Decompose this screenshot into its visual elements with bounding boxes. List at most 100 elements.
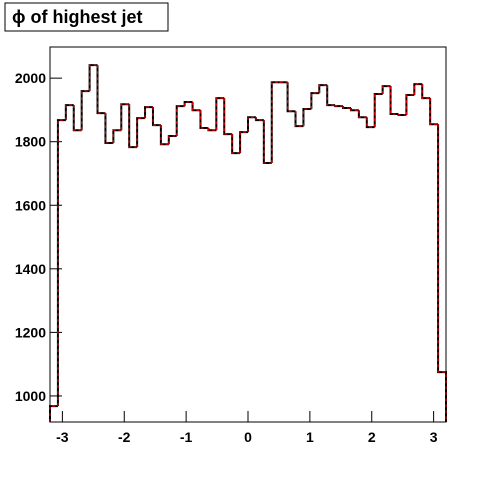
- bin-dash: [350, 108, 359, 111]
- bin-dash: [318, 84, 328, 94]
- histogram-bin: [159, 125, 169, 146]
- histogram-bin: [223, 98, 233, 136]
- x-tick-label: 0: [244, 429, 252, 445]
- histogram-bin: [286, 82, 296, 113]
- bin-dash: [381, 85, 391, 95]
- bin-dash: [294, 111, 304, 127]
- x-tick-label: 3: [430, 429, 438, 445]
- histogram-bin: [429, 98, 439, 126]
- bin-dash: [65, 104, 74, 121]
- bin-line: [365, 117, 375, 129]
- histogram-bin: [136, 117, 146, 148]
- histogram-bin: [310, 92, 320, 109]
- histogram-bin: [199, 110, 209, 130]
- bin-line: [302, 107, 312, 127]
- bin-dash: [207, 128, 217, 131]
- chart-title: ϕ of highest jet: [12, 7, 143, 27]
- histogram-bin: [254, 117, 264, 122]
- bin-dash: [120, 103, 130, 131]
- bin-dash: [397, 114, 407, 116]
- y-tick-label: 1000: [15, 388, 46, 404]
- histogram-bin: [239, 131, 248, 154]
- histogram-bin: [262, 120, 272, 164]
- bin-dash: [342, 106, 351, 109]
- histogram-bin: [247, 116, 256, 133]
- y-tick-label: 2000: [15, 70, 46, 86]
- bin-line: [286, 82, 296, 113]
- bin-dash: [215, 97, 225, 131]
- histogram-bin: [104, 113, 114, 144]
- histogram-bin: [294, 111, 304, 128]
- histogram-bin: [231, 134, 241, 155]
- histogram-bin: [389, 86, 399, 116]
- y-tick-label: 1400: [15, 261, 46, 277]
- histogram-bin: [144, 106, 153, 119]
- histogram-bin: [151, 107, 161, 127]
- bin-dash: [429, 98, 439, 125]
- bin-dash: [81, 90, 90, 131]
- bin-dash: [191, 101, 201, 111]
- x-tick-label: 1: [306, 429, 314, 445]
- histogram-bin: [49, 405, 58, 422]
- bin-line: [437, 124, 447, 422]
- bin-line: [389, 86, 399, 116]
- bin-line: [136, 117, 146, 148]
- bin-dash: [88, 64, 98, 92]
- histogram-bin: [207, 128, 217, 132]
- bin-line: [56, 119, 66, 407]
- histogram-bin: [183, 100, 193, 107]
- histogram-bin: [64, 104, 74, 121]
- histogram-bin: [96, 65, 106, 115]
- bin-dash: [326, 85, 336, 106]
- y-tick-label: 1600: [15, 197, 46, 213]
- bin-dash: [374, 93, 383, 128]
- histogram-bin: [302, 107, 312, 127]
- bin-dash: [263, 120, 272, 164]
- bin-line: [96, 65, 106, 115]
- histogram-bin: [373, 93, 383, 128]
- histogram-bin: [326, 85, 336, 107]
- histogram-bin: [413, 83, 423, 95]
- histogram-bin: [175, 105, 185, 136]
- histogram-bin: [270, 81, 280, 163]
- histogram-bin: [334, 105, 344, 108]
- bin-line: [175, 105, 185, 136]
- bin-dash: [239, 131, 248, 154]
- bin-dash: [112, 129, 122, 143]
- x-tick-label: -3: [56, 429, 69, 445]
- bin-dash: [247, 116, 256, 133]
- title-box: [4, 2, 169, 32]
- bin-dash: [334, 105, 344, 107]
- x-tick-label: -2: [118, 429, 131, 445]
- bin-dash: [183, 101, 193, 107]
- histogram-bin: [318, 84, 328, 94]
- bin-dash: [255, 117, 264, 121]
- histogram-bin: [381, 85, 391, 95]
- bin-line: [144, 106, 153, 119]
- bin-dash: [231, 134, 241, 154]
- bin-dash: [152, 107, 161, 126]
- histogram-bin: [357, 110, 367, 119]
- bin-dash: [160, 125, 169, 145]
- bin-line: [310, 92, 320, 109]
- bin-line: [49, 405, 58, 422]
- histogram-bin: [88, 64, 98, 92]
- histogram-bin: [112, 129, 122, 143]
- bin-line: [413, 83, 423, 95]
- y-tick-label: 1800: [15, 134, 46, 150]
- bin-dash: [128, 104, 138, 148]
- histogram-bin: [349, 108, 359, 112]
- bin-line: [223, 98, 233, 136]
- histogram-bin: [191, 101, 201, 112]
- histogram-bin: [342, 106, 351, 110]
- histogram-bin: [128, 104, 138, 149]
- histogram-bin: [421, 84, 431, 100]
- bin-dash: [421, 84, 431, 99]
- histogram-bin: [215, 97, 225, 131]
- x-tick-label: -1: [180, 429, 193, 445]
- bin-dash: [405, 94, 415, 116]
- histogram-bin: [365, 117, 375, 129]
